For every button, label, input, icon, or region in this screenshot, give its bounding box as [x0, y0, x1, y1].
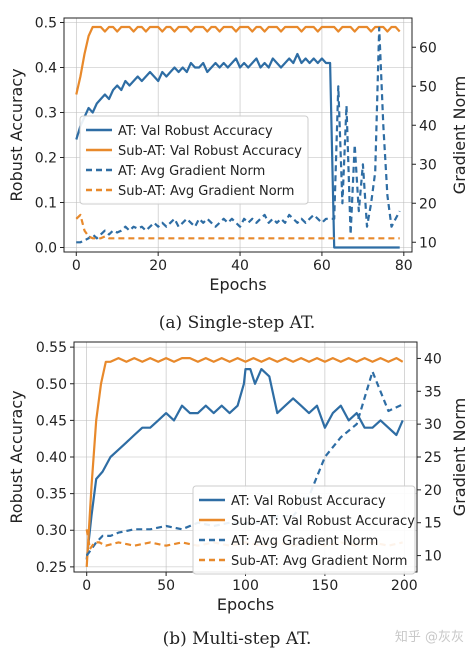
x-tick-label: 60 [313, 258, 331, 274]
y-axis-label: Robust Accuracy [7, 68, 26, 201]
legend-label: AT: Val Robust Accuracy [118, 124, 273, 139]
y-tick-label: 0.2 [35, 151, 57, 167]
y2-tick-label: 30 [424, 417, 442, 433]
series-line [75, 52, 400, 249]
y2-tick-label: 40 [419, 118, 437, 134]
y2-tick-label: 60 [419, 40, 437, 56]
caption-single-step: (a) Single-step AT. [159, 313, 315, 333]
y2-axis-label: Gradient Norm [450, 76, 469, 194]
y-tick-label: 0.0 [35, 241, 57, 257]
y2-axis-label: Gradient Norm [450, 398, 469, 516]
y2-tick-label: 10 [419, 235, 437, 251]
panel-multi-step: 0 50 100 150 200 0.25 0.30 0.35 0.40 0.45 0.50 0.55… [7, 340, 469, 614]
plot-frame [63, 17, 413, 253]
y-tick-label: 0.40 [36, 450, 67, 466]
series-line [75, 25, 401, 95]
y-tick-label: 0.4 [35, 61, 57, 77]
legend-label: AT: Avg Gradient Norm [231, 534, 378, 549]
x-tick-label: 0 [72, 258, 81, 274]
series-line [85, 370, 404, 557]
y2-tick-label: 25 [424, 450, 442, 466]
x-tick-label: 200 [391, 578, 418, 594]
legend-box [192, 485, 416, 575]
watermark-text: 知乎 @灰灰 [394, 630, 464, 645]
x-tick-label: 50 [157, 578, 175, 594]
x-axis-label: Epochs [217, 595, 274, 614]
legend-label: Sub-AT: Avg Gradient Norm [231, 554, 407, 569]
y2-tick-label: 20 [419, 196, 437, 212]
y2-tick-label: 20 [424, 483, 442, 499]
y-tick-label: 0.3 [35, 106, 57, 122]
y-tick-label: 0.50 [36, 377, 67, 393]
series-line [85, 357, 404, 567]
y-tick-label: 0.5 [35, 16, 57, 32]
y-tick-label: 0.1 [35, 196, 57, 212]
x-tick-label: 20 [149, 258, 167, 274]
legend-label: AT: Val Robust Accuracy [231, 494, 386, 509]
y-tick-label: 0.30 [36, 523, 67, 539]
series-line [76, 26, 401, 244]
x-tick-label: 80 [395, 258, 413, 274]
legend-label: Sub-AT: Avg Gradient Norm [118, 184, 294, 199]
y-tick-label: 0.25 [36, 560, 67, 576]
y-tick-label: 0.45 [36, 413, 67, 429]
y2-tick-label: 35 [424, 384, 442, 400]
y2-tick-label: 30 [419, 157, 437, 173]
x-tick-label: 150 [312, 578, 339, 594]
legend-label: Sub-AT: Val Robust Accuracy [118, 144, 302, 159]
y2-tick-label: 40 [424, 351, 442, 367]
y2-tick-label: 50 [419, 79, 437, 95]
x-axis-label: Epochs [209, 275, 266, 294]
y2-tick-label: 10 [424, 549, 442, 565]
x-tick-label: 40 [231, 258, 249, 274]
x-tick-label: 100 [232, 578, 259, 594]
legend-label: Sub-AT: Val Robust Accuracy [231, 514, 415, 529]
series-line [75, 213, 400, 240]
panel-single-step: 0 20 40 60 80 0.0 0.1 0.2 0.3 0.4 0.5 10 20 30 40 50 60 E… [7, 16, 469, 295]
legend-label: AT: Avg Gradient Norm [118, 164, 265, 179]
y-axis-label: Robust Accuracy [7, 390, 26, 523]
y2-tick-label: 15 [424, 516, 442, 532]
series-line [85, 368, 404, 560]
y-tick-label: 0.35 [36, 487, 67, 503]
legend-box [79, 115, 309, 205]
x-tick-label: 0 [82, 578, 91, 594]
y-tick-label: 0.55 [36, 340, 67, 356]
caption-multi-step: (b) Multi-step AT. [163, 629, 312, 649]
